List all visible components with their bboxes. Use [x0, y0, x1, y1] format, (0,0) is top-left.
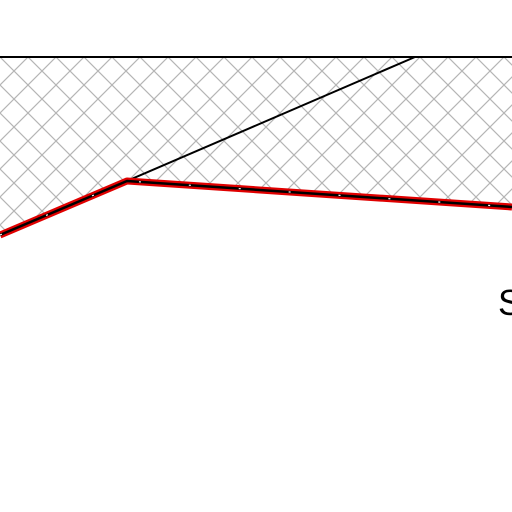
boundary-core [0, 179, 512, 237]
sloped-line [126, 56, 416, 182]
hatched-region [0, 57, 512, 235]
label: S [498, 282, 512, 323]
